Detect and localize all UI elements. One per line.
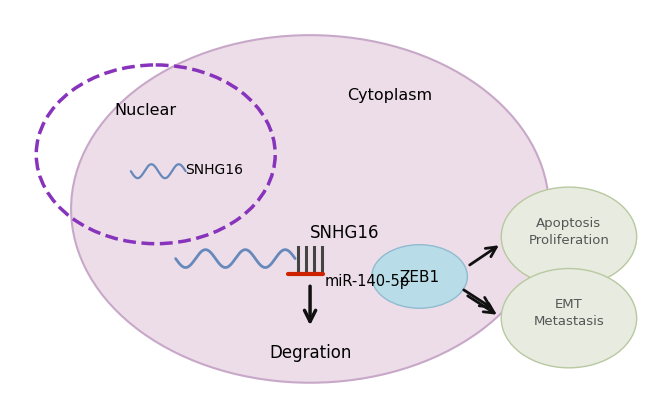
Text: ZEB1: ZEB1 bbox=[400, 269, 439, 284]
Ellipse shape bbox=[372, 245, 467, 308]
Text: Cytoplasm: Cytoplasm bbox=[347, 88, 432, 103]
Text: Nuclear: Nuclear bbox=[114, 103, 177, 118]
Text: miR-140-5p: miR-140-5p bbox=[325, 274, 410, 289]
Text: SNHG16: SNHG16 bbox=[310, 223, 380, 241]
Ellipse shape bbox=[501, 269, 636, 368]
Text: Degration: Degration bbox=[269, 343, 351, 361]
Text: EMT
Metastasis: EMT Metastasis bbox=[534, 298, 604, 327]
Text: SNHG16: SNHG16 bbox=[186, 163, 244, 177]
Ellipse shape bbox=[501, 188, 636, 287]
Ellipse shape bbox=[71, 36, 549, 383]
Text: Apoptosis
Proliferation: Apoptosis Proliferation bbox=[528, 216, 610, 246]
